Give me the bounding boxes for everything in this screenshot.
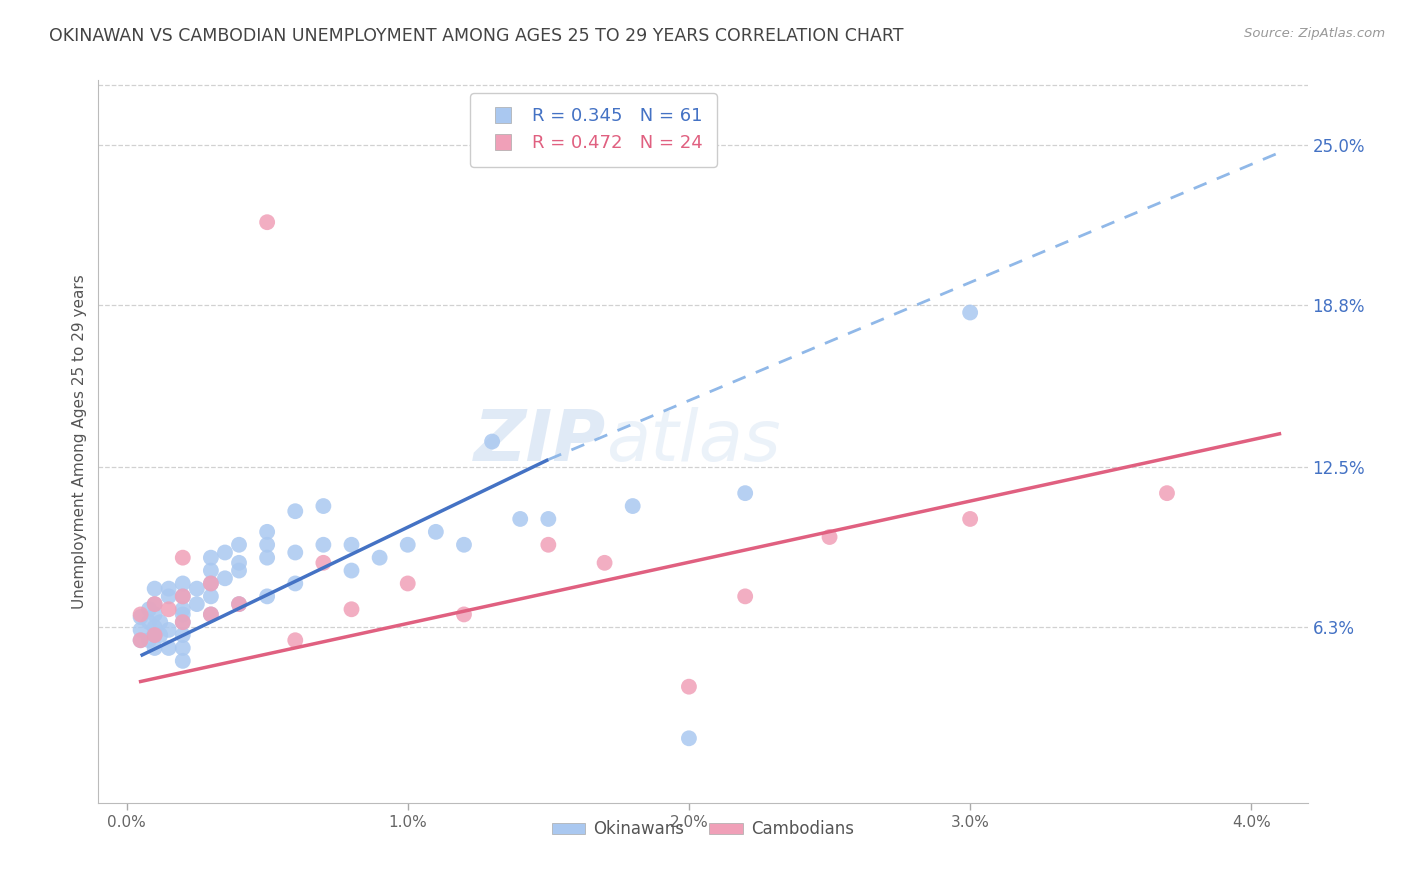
Point xyxy=(200,607,222,622)
Point xyxy=(256,524,278,539)
Point xyxy=(129,623,152,637)
Point xyxy=(172,640,194,655)
Point xyxy=(143,628,166,642)
Point xyxy=(396,538,419,552)
Point xyxy=(129,607,152,622)
Point xyxy=(734,590,756,604)
Point xyxy=(143,628,166,642)
Point xyxy=(214,571,236,585)
Point xyxy=(818,530,841,544)
Point xyxy=(228,538,250,552)
Point xyxy=(284,504,307,518)
Point xyxy=(149,628,172,642)
Point xyxy=(172,602,194,616)
Point xyxy=(138,615,160,630)
Point xyxy=(678,680,700,694)
Point xyxy=(256,590,278,604)
Point xyxy=(143,597,166,611)
Point xyxy=(453,538,475,552)
Point xyxy=(138,602,160,616)
Point xyxy=(172,607,194,622)
Point xyxy=(200,607,222,622)
Point xyxy=(284,633,307,648)
Point xyxy=(172,615,194,630)
Point xyxy=(284,576,307,591)
Point xyxy=(172,576,194,591)
Point xyxy=(157,623,180,637)
Point xyxy=(200,550,222,565)
Point xyxy=(537,512,560,526)
Point xyxy=(157,602,180,616)
Point xyxy=(186,597,208,611)
Point xyxy=(172,590,194,604)
Point xyxy=(157,590,180,604)
Point xyxy=(129,633,152,648)
Point xyxy=(340,538,363,552)
Point xyxy=(172,654,194,668)
Point xyxy=(228,556,250,570)
Point xyxy=(425,524,447,539)
Point xyxy=(157,582,180,596)
Point xyxy=(396,576,419,591)
Point xyxy=(143,582,166,596)
Point xyxy=(368,550,391,565)
Point xyxy=(157,640,180,655)
Point xyxy=(143,607,166,622)
Point xyxy=(129,633,152,648)
Point xyxy=(143,597,166,611)
Point xyxy=(186,582,208,596)
Point xyxy=(228,564,250,578)
Point xyxy=(172,590,194,604)
Point xyxy=(200,590,222,604)
Point xyxy=(340,564,363,578)
Point xyxy=(172,615,194,630)
Point xyxy=(959,512,981,526)
Text: OKINAWAN VS CAMBODIAN UNEMPLOYMENT AMONG AGES 25 TO 29 YEARS CORRELATION CHART: OKINAWAN VS CAMBODIAN UNEMPLOYMENT AMONG… xyxy=(49,27,904,45)
Point xyxy=(509,512,531,526)
Point xyxy=(200,576,222,591)
Point xyxy=(228,597,250,611)
Point xyxy=(200,576,222,591)
Point xyxy=(256,215,278,229)
Point xyxy=(959,305,981,319)
Point xyxy=(481,434,503,449)
Point xyxy=(143,620,166,634)
Point xyxy=(1156,486,1178,500)
Point xyxy=(312,499,335,513)
Legend: Okinawans, Cambodians: Okinawans, Cambodians xyxy=(546,814,860,845)
Text: ZIP: ZIP xyxy=(474,407,606,476)
Point xyxy=(138,633,160,648)
Point xyxy=(734,486,756,500)
Point xyxy=(537,538,560,552)
Point xyxy=(678,731,700,746)
Point xyxy=(284,545,307,559)
Text: atlas: atlas xyxy=(606,407,780,476)
Point xyxy=(256,550,278,565)
Point xyxy=(129,610,152,624)
Point xyxy=(228,597,250,611)
Point xyxy=(256,538,278,552)
Point xyxy=(172,550,194,565)
Point xyxy=(143,640,166,655)
Text: Source: ZipAtlas.com: Source: ZipAtlas.com xyxy=(1244,27,1385,40)
Point xyxy=(214,545,236,559)
Point xyxy=(621,499,644,513)
Point xyxy=(312,556,335,570)
Y-axis label: Unemployment Among Ages 25 to 29 years: Unemployment Among Ages 25 to 29 years xyxy=(72,274,87,609)
Point xyxy=(172,628,194,642)
Point xyxy=(200,564,222,578)
Point xyxy=(453,607,475,622)
Point xyxy=(340,602,363,616)
Point xyxy=(149,615,172,630)
Point xyxy=(312,538,335,552)
Point xyxy=(593,556,616,570)
